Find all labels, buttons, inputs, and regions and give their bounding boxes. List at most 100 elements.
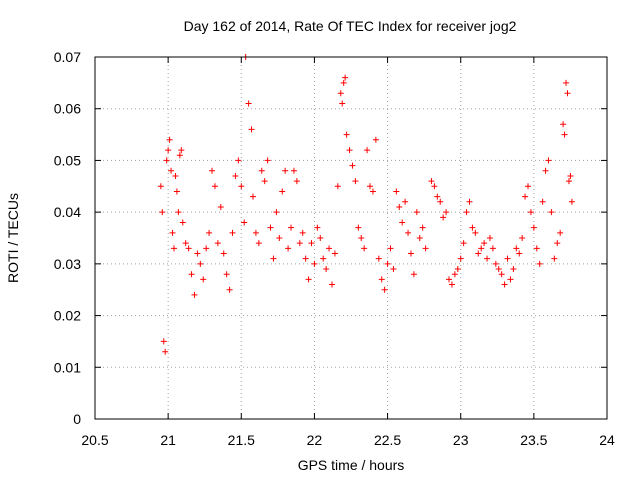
- data-point: [249, 193, 256, 200]
- data-point: [235, 157, 242, 164]
- data-point: [220, 250, 227, 257]
- data-point: [288, 224, 295, 231]
- data-point: [364, 147, 371, 154]
- data-point: [358, 235, 365, 241]
- data-point: [311, 260, 318, 267]
- data-point: [448, 281, 455, 288]
- data-point: [446, 276, 453, 283]
- data-point: [419, 224, 426, 231]
- data-point: [279, 188, 286, 195]
- data-point: [328, 281, 335, 288]
- y-tick-labels: 0 0.01 0.02 0.03 0.04 0.05 0.06 0.07: [54, 49, 81, 427]
- y-axis-label: ROTI / TECUs: [5, 193, 21, 283]
- data-point: [163, 157, 170, 164]
- data-point: [185, 245, 192, 252]
- data-point: [548, 209, 555, 216]
- data-point: [475, 250, 482, 257]
- data-point: [396, 203, 403, 210]
- y-tick-label: 0.02: [54, 308, 81, 324]
- y-tick-label: 0.05: [54, 152, 81, 168]
- data-point: [264, 157, 271, 164]
- data-point: [495, 266, 502, 273]
- data-point: [241, 219, 248, 226]
- data-point: [334, 183, 341, 190]
- data-point: [478, 245, 485, 252]
- data-point: [402, 198, 409, 205]
- y-tick-label: 0.01: [54, 359, 81, 375]
- data-point: [564, 90, 571, 97]
- data-point: [567, 172, 574, 179]
- data-point: [431, 183, 438, 190]
- data-point: [337, 90, 344, 97]
- data-point: [565, 178, 572, 185]
- data-point: [209, 167, 216, 174]
- data-point: [238, 183, 245, 190]
- data-point: [410, 271, 417, 278]
- data-point: [323, 266, 330, 273]
- data-point: [179, 219, 186, 226]
- data-point: [372, 136, 379, 143]
- data-point: [378, 276, 385, 283]
- data-point: [437, 198, 444, 205]
- data-point: [399, 219, 406, 226]
- data-point: [255, 240, 262, 247]
- data-point: [466, 198, 473, 205]
- data-point: [200, 276, 207, 283]
- data-point: [285, 245, 292, 252]
- y-tick-label: 0.06: [54, 101, 81, 117]
- data-point: [533, 245, 540, 252]
- data-point: [169, 229, 176, 236]
- data-point: [451, 271, 458, 278]
- x-tick-label: 23: [453, 432, 469, 448]
- data-point: [507, 276, 514, 283]
- data-point: [492, 260, 499, 267]
- data-point: [428, 178, 435, 185]
- data-point: [454, 266, 461, 273]
- data-point: [165, 147, 172, 154]
- data-point: [173, 188, 180, 195]
- axis-ticks: [94, 56, 608, 420]
- data-point: [211, 183, 218, 190]
- data-point: [172, 172, 179, 179]
- data-point: [305, 276, 312, 283]
- data-point: [160, 338, 167, 345]
- data-point: [223, 271, 230, 278]
- data-point: [463, 209, 470, 216]
- data-point: [472, 229, 479, 236]
- data-point: [522, 193, 529, 200]
- data-point: [501, 281, 508, 288]
- data-point: [248, 126, 255, 133]
- data-point: [536, 260, 543, 267]
- data-point: [393, 188, 400, 195]
- data-point: [178, 147, 185, 154]
- data-point: [159, 209, 166, 216]
- data-point: [367, 183, 374, 190]
- x-tick-label: 23.5: [520, 432, 547, 448]
- data-point: [194, 250, 201, 257]
- data-point: [168, 167, 175, 174]
- data-point: [170, 245, 177, 252]
- data-point: [290, 167, 297, 174]
- data-point: [352, 178, 359, 185]
- data-point: [545, 157, 552, 164]
- data-point: [320, 255, 327, 262]
- data-point: [413, 209, 420, 216]
- data-point: [563, 79, 570, 86]
- data-point: [405, 229, 412, 236]
- data-point: [162, 348, 169, 355]
- data-point: [422, 245, 429, 252]
- data-point: [339, 100, 346, 107]
- data-point: [346, 147, 353, 154]
- data-point: [276, 235, 283, 241]
- data-point: [188, 271, 195, 278]
- x-tick-label: 22.5: [374, 432, 401, 448]
- data-point: [258, 167, 265, 174]
- data-point: [191, 291, 198, 298]
- data-point: [166, 136, 173, 143]
- data-point: [267, 224, 274, 231]
- data-point: [317, 235, 324, 241]
- data-point: [519, 235, 526, 241]
- data-point: [516, 250, 523, 257]
- data-points: [157, 54, 575, 355]
- data-point: [407, 250, 414, 257]
